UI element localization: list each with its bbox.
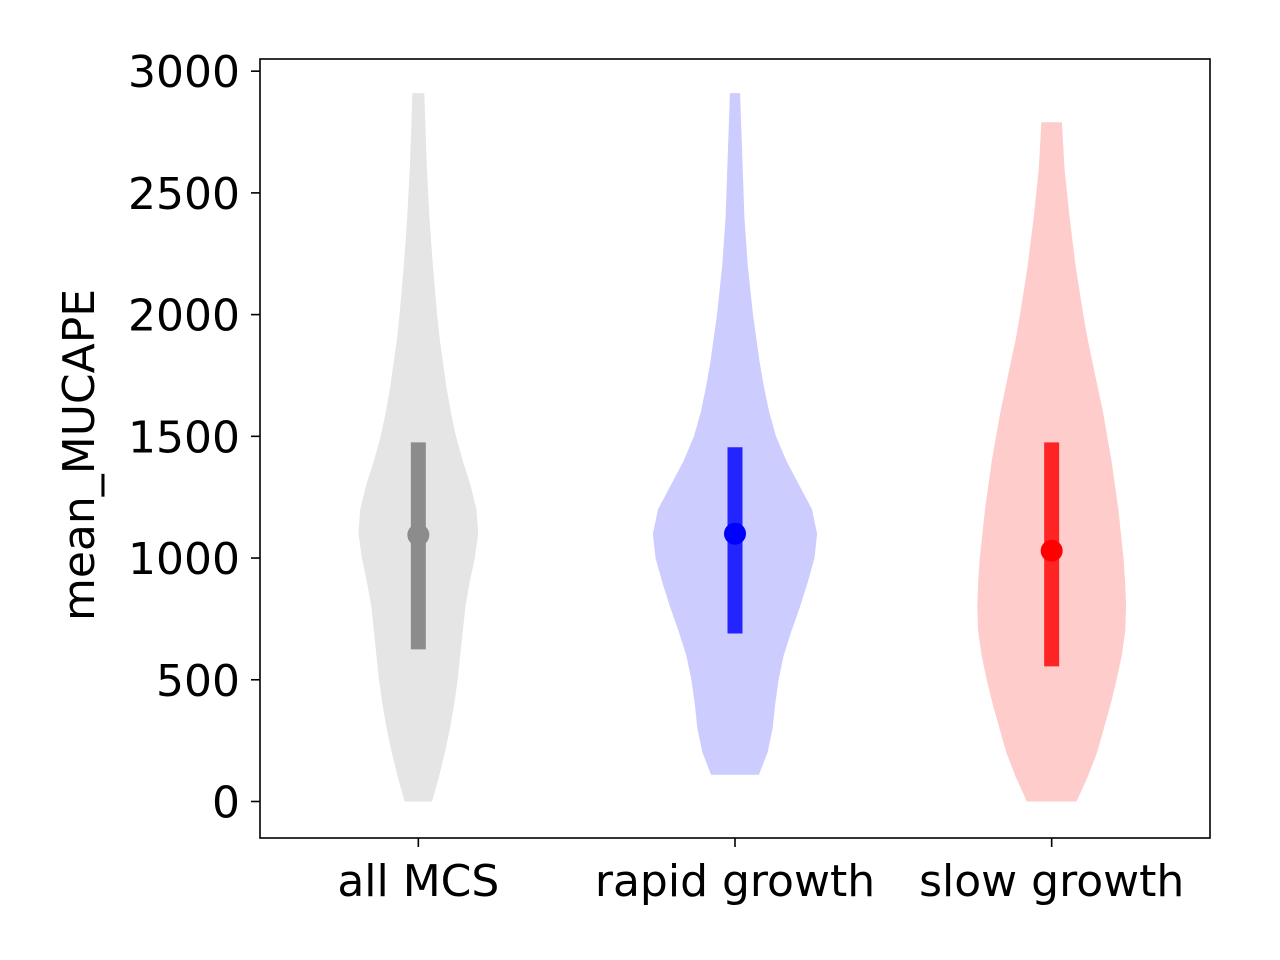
y-tick-label-1000: 1000 — [128, 534, 240, 585]
x-tick-label-all-mcs: all MCS — [337, 856, 499, 907]
x-axis: all MCS rapid growth slow growth — [337, 838, 1184, 907]
y-axis-label: mean_MUCAPE — [54, 289, 105, 621]
y-tick-label-0: 0 — [212, 777, 240, 828]
summary-markers-layer — [407, 442, 1063, 667]
y-axis: 0 500 1000 1500 2000 2500 3000 — [128, 47, 260, 828]
y-tick-label-2500: 2500 — [128, 169, 240, 220]
median-point-rapid-growth — [724, 522, 746, 545]
y-tick-label-1500: 1500 — [128, 412, 240, 463]
median-point-slow-growth — [1040, 539, 1063, 562]
median-point-all-mcs — [407, 523, 430, 546]
y-tick-label-500: 500 — [156, 656, 240, 707]
y-tick-label-2000: 2000 — [128, 291, 240, 342]
x-tick-label-slow-growth: slow growth — [919, 856, 1184, 907]
violin-rapid-growth — [652, 93, 818, 775]
y-tick-label-3000: 3000 — [128, 47, 240, 98]
x-tick-label-rapid-growth: rapid growth — [595, 856, 875, 907]
